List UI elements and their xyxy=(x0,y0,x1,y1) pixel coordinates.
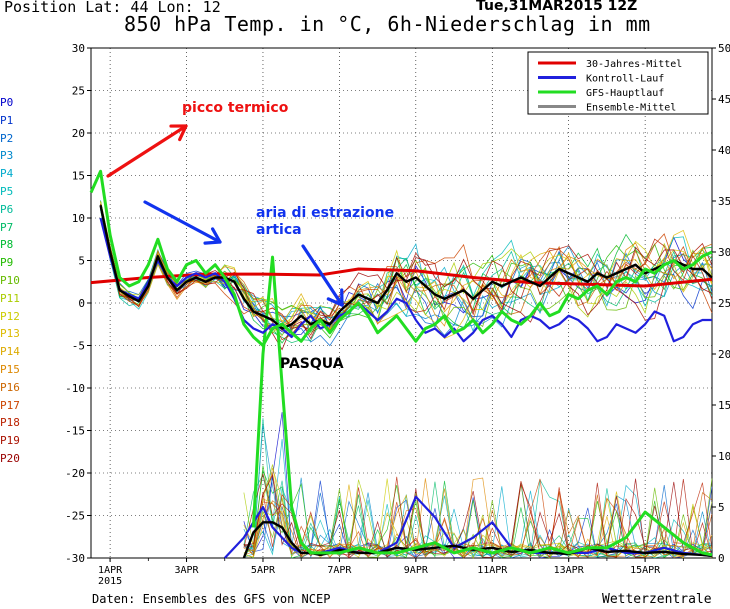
x-tick-label: 11APR xyxy=(477,565,508,576)
y-right-tick-label: 30 xyxy=(718,246,730,259)
peak-arrow-head xyxy=(169,124,188,142)
y-right-tick-label: 0 xyxy=(718,552,725,565)
member-label: P13 xyxy=(0,327,20,341)
legend-entry: 30-Jahres-Mittel xyxy=(586,59,682,70)
y-right-tick-label: 20 xyxy=(718,348,730,361)
y-left-tick-label: -10 xyxy=(65,382,85,395)
ensemble-member-temp-line xyxy=(100,205,713,328)
member-label: P7 xyxy=(0,220,14,234)
member-label: P9 xyxy=(0,256,14,270)
ensemble-member-precip-line xyxy=(243,473,713,559)
member-label: P2 xyxy=(0,131,14,145)
member-label: P18 xyxy=(0,416,20,430)
y-left-tick-label: 15 xyxy=(72,170,85,183)
temp-line-gfs-hauptlauf xyxy=(89,169,713,347)
x-year-label: 2015 xyxy=(98,576,122,587)
y-right-tick-label: 35 xyxy=(718,195,730,208)
arctic-arrow-left-head xyxy=(203,227,222,245)
annotation-arctic-label-line2: artica xyxy=(256,222,302,238)
member-label: P14 xyxy=(0,345,20,359)
ensemble-member-precip-line xyxy=(243,439,713,559)
member-label: P16 xyxy=(0,380,20,394)
y-left-tick-label: 10 xyxy=(72,212,85,225)
y-right-tick-label: 15 xyxy=(718,399,730,412)
member-label: P1 xyxy=(0,113,14,127)
y-left-tick-label: -25 xyxy=(65,510,85,523)
member-label: P5 xyxy=(0,185,14,198)
legend-entry: Ensemble-Mittel xyxy=(586,103,676,114)
plot-frame xyxy=(90,47,713,559)
arctic-arrow-left xyxy=(143,200,222,244)
y-right-tick-label: 25 xyxy=(718,297,730,310)
member-label: P0 xyxy=(0,96,14,109)
precip-line-kontroll-lauf xyxy=(223,495,713,559)
ensemble-member-precip-line xyxy=(243,425,713,559)
x-tick-label: 3APR xyxy=(174,565,199,576)
y-left-tick-label: 20 xyxy=(72,127,85,140)
precip-line-ensemble-mittel xyxy=(242,521,713,559)
x-tick-label: 15APR xyxy=(630,565,661,576)
ensemble-member-temp-line xyxy=(100,204,713,331)
member-label: P15 xyxy=(0,363,20,376)
y-left-tick-label: 0 xyxy=(78,297,85,310)
y-right-tick-label: 10 xyxy=(718,450,730,463)
legend-entry: Kontroll-Lauf xyxy=(586,74,664,85)
position-label: Position Lat: 44 Lon: 12 xyxy=(4,0,221,16)
ensemble-member-precip-line xyxy=(243,478,713,559)
x-tick-label: 13APR xyxy=(554,565,585,576)
member-label: P11 xyxy=(0,291,20,305)
arctic-arrow-right xyxy=(301,244,344,307)
temp-line-ensemble-mittel xyxy=(99,205,713,330)
ensemble-member-precip-line xyxy=(243,473,713,559)
y-right-tick-label: 45 xyxy=(718,93,730,106)
annotation-peak-label: picco termico xyxy=(182,100,289,116)
temp-line-kontroll-lauf xyxy=(99,217,712,343)
member-label: P19 xyxy=(0,434,20,448)
y-right-tick-label: 40 xyxy=(718,144,730,157)
y-left-tick-label: -30 xyxy=(65,552,85,565)
x-tick-label: 9APR xyxy=(404,565,429,576)
precip-line-gfs-hauptlauf xyxy=(251,255,713,557)
member-label: P3 xyxy=(0,149,14,163)
y-left-tick-label: 5 xyxy=(78,255,85,268)
x-tick-label: 1APR xyxy=(98,565,123,576)
member-label: P8 xyxy=(0,238,14,252)
legend-entry: GFS-Hauptlauf xyxy=(586,88,664,99)
chart-title: 850 hPa Temp. in °C, 6h-Niederschlag in … xyxy=(124,12,651,36)
y-left-tick-label: 30 xyxy=(72,42,85,55)
ensemble-member-temp-line xyxy=(100,202,713,331)
member-label: P10 xyxy=(0,274,20,287)
data-source-label: Daten: Ensembles des GFS von NCEP xyxy=(92,592,331,606)
y-right-tick-label: 5 xyxy=(718,501,725,514)
member-label: P12 xyxy=(0,309,20,323)
y-left-tick-label: -15 xyxy=(65,425,85,438)
y-left-tick-label: -20 xyxy=(65,467,85,480)
x-tick-label: 7APR xyxy=(327,565,352,576)
member-label: P20 xyxy=(0,452,20,465)
member-label: P17 xyxy=(0,398,20,412)
y-right-tick-label: 50 xyxy=(718,42,730,55)
annotation-arctic-label-line1: aria di estrazione xyxy=(256,205,394,221)
arctic-arrow-right-head xyxy=(326,288,344,307)
run-date-label: Tue,31MAR2015 12Z xyxy=(476,0,638,14)
x-tick-label: 5APR xyxy=(251,565,276,576)
y-left-tick-label: 25 xyxy=(72,85,85,98)
y-left-tick-label: -5 xyxy=(72,340,85,353)
credit-label: Wetterzentrale xyxy=(602,592,712,607)
peak-arrow xyxy=(106,124,188,178)
member-label: P4 xyxy=(0,167,14,181)
member-label: P6 xyxy=(0,202,14,216)
annotation-easter-label: PASQUA xyxy=(280,356,344,372)
